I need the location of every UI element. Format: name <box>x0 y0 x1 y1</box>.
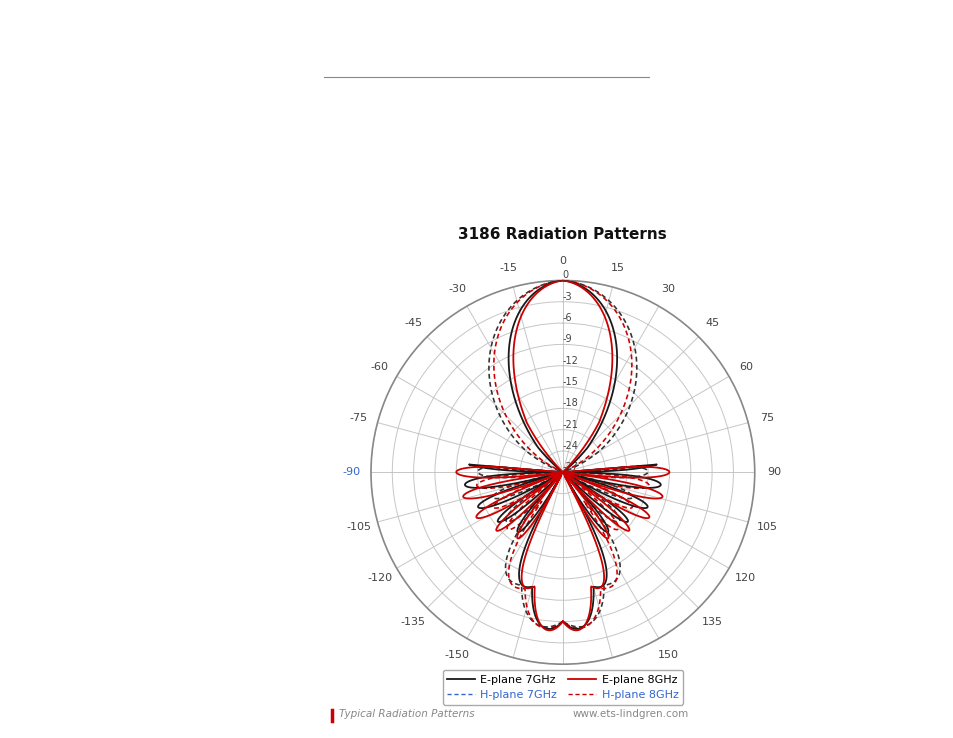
Legend: E-plane 7GHz, H-plane 7GHz, E-plane 8GHz, H-plane 8GHz: E-plane 7GHz, H-plane 7GHz, E-plane 8GHz… <box>442 670 682 705</box>
Text: Typical Radiation Patterns: Typical Radiation Patterns <box>338 709 474 720</box>
Title: 3186 Radiation Patterns: 3186 Radiation Patterns <box>458 227 666 242</box>
Text: www.ets-lindgren.com: www.ets-lindgren.com <box>572 709 688 720</box>
